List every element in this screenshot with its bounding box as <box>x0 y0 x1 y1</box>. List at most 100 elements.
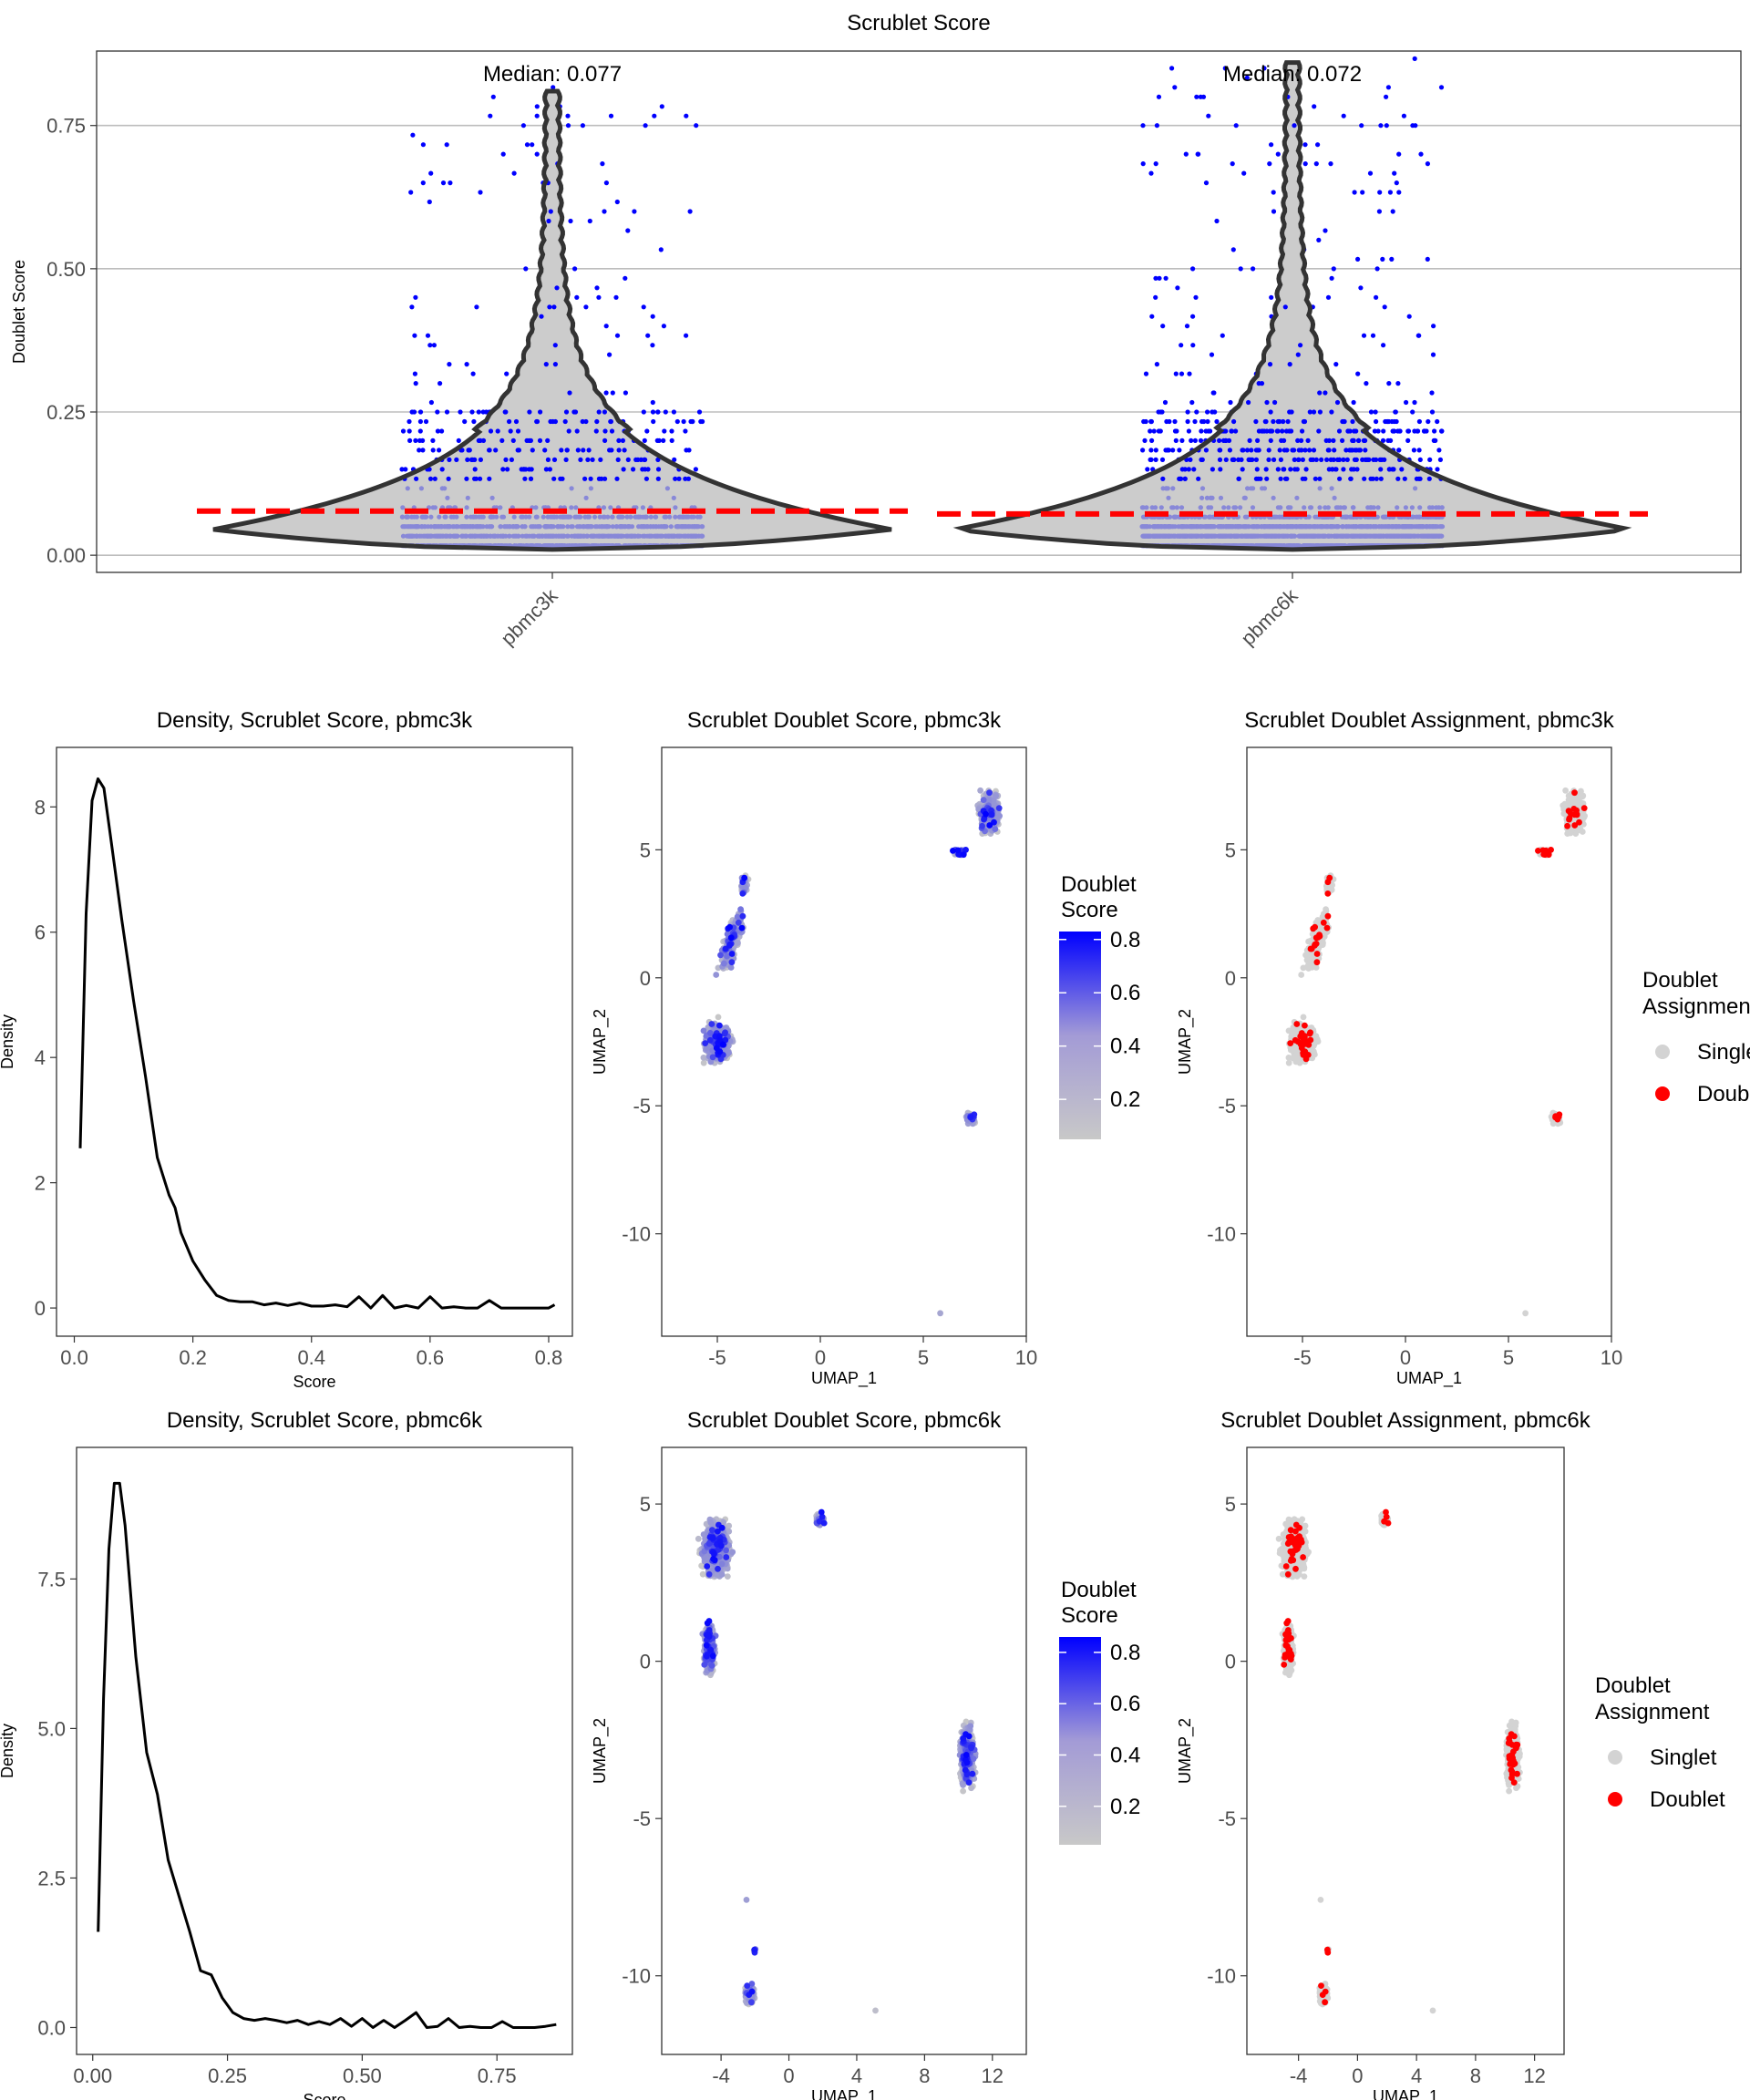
data-point <box>1351 505 1356 510</box>
data-point <box>1416 418 1422 425</box>
data-point <box>1373 409 1378 415</box>
data-point <box>438 381 443 386</box>
data-point <box>1364 381 1369 386</box>
data-point <box>1377 190 1383 195</box>
data-point <box>1378 467 1384 472</box>
data-point <box>659 104 664 109</box>
data-point <box>1140 161 1146 167</box>
data-point <box>1437 457 1443 462</box>
data-point <box>616 514 622 520</box>
data-point <box>1341 467 1346 472</box>
data-point <box>1310 457 1316 462</box>
data-point <box>424 514 429 520</box>
data-point <box>1411 448 1416 453</box>
data-point <box>1244 514 1250 520</box>
data-point <box>413 438 418 443</box>
data-point <box>1153 275 1158 281</box>
data-point <box>1175 285 1180 291</box>
data-point <box>1187 371 1192 376</box>
data-point <box>534 104 540 109</box>
data-point <box>472 467 478 472</box>
data-point <box>1154 362 1159 367</box>
data-point <box>1307 409 1312 415</box>
data-point <box>1275 151 1281 157</box>
data-point <box>454 524 459 530</box>
data-point <box>1281 418 1286 425</box>
data-point <box>1217 457 1223 462</box>
data-point <box>494 514 499 520</box>
data-point <box>687 524 694 530</box>
data-point <box>1340 418 1345 425</box>
data-point <box>1415 533 1421 539</box>
data-point <box>1283 428 1290 434</box>
data-point <box>1401 113 1406 118</box>
data-point <box>1266 448 1271 453</box>
data-point <box>1209 352 1215 357</box>
data-point <box>1395 381 1401 386</box>
data-point <box>1236 457 1241 462</box>
data-point <box>1409 505 1415 510</box>
data-point <box>448 533 453 539</box>
data-point <box>631 467 636 472</box>
data-point <box>1277 448 1282 453</box>
data-point <box>1162 399 1168 406</box>
data-point <box>412 333 417 338</box>
data-point <box>580 418 585 425</box>
data-point <box>405 486 410 491</box>
data-point <box>1416 448 1422 453</box>
data-point <box>419 533 425 539</box>
data-point <box>1286 505 1292 510</box>
data-point <box>1266 457 1271 462</box>
data-point <box>1187 533 1192 539</box>
data-point <box>637 533 643 539</box>
data-point <box>550 543 555 549</box>
data-point <box>1319 457 1324 462</box>
data-point <box>1199 495 1205 500</box>
data-point <box>661 438 666 443</box>
data-point <box>1358 285 1364 291</box>
data-point <box>621 467 626 472</box>
data-point <box>1310 524 1315 530</box>
data-point <box>602 476 608 481</box>
data-point <box>585 514 591 520</box>
data-point <box>552 343 558 348</box>
data-point <box>1255 438 1261 443</box>
y-tick-label: 0.75 <box>46 115 86 138</box>
data-point <box>623 275 628 281</box>
data-point <box>674 418 680 425</box>
data-point <box>440 180 447 186</box>
data-point <box>547 467 553 472</box>
data-point <box>624 514 630 520</box>
data-point <box>446 476 451 481</box>
data-point <box>464 476 469 481</box>
data-point <box>502 524 508 530</box>
data-point <box>1381 428 1386 434</box>
data-point <box>428 399 434 406</box>
data-point <box>473 524 479 530</box>
data-point <box>610 514 615 520</box>
data-point <box>1165 533 1170 539</box>
data-point <box>1354 467 1360 472</box>
data-point <box>1223 457 1229 462</box>
x-tick-label: 0.75 <box>478 2064 517 2087</box>
data-point <box>1294 495 1300 500</box>
data-point <box>1402 533 1407 539</box>
data-point <box>442 486 448 491</box>
data-point <box>599 476 604 481</box>
data-point <box>1335 524 1341 530</box>
data-point <box>1153 161 1158 167</box>
data-point <box>488 533 493 539</box>
x-axis-label: Score <box>303 2091 345 2100</box>
data-point <box>1389 256 1395 262</box>
data-point <box>1275 505 1281 510</box>
y-tick-label: 7.5 <box>37 1568 66 1590</box>
data-point <box>1413 123 1418 129</box>
data-point <box>431 343 437 348</box>
data-point <box>1148 170 1154 176</box>
data-point <box>569 505 574 510</box>
data-point <box>495 428 500 434</box>
data-point <box>644 533 650 539</box>
data-point <box>511 514 517 520</box>
data-point <box>1229 428 1234 434</box>
